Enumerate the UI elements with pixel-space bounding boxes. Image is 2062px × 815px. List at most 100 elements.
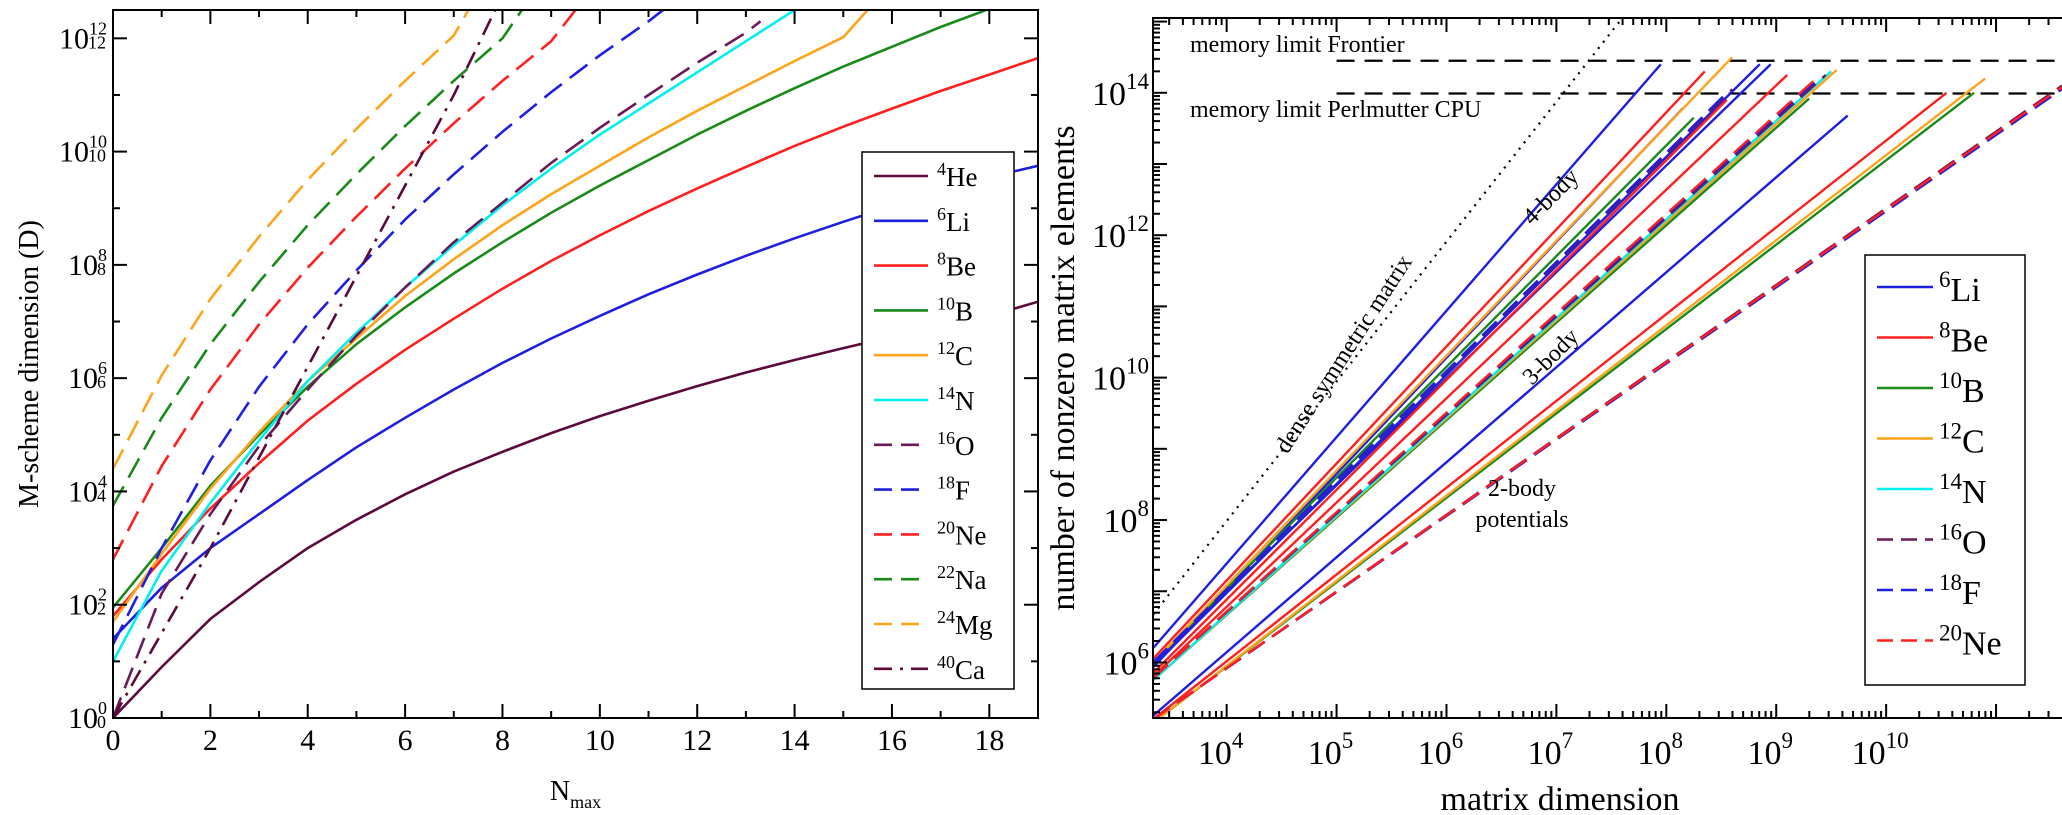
y-tick-label: 2 <box>97 599 106 619</box>
legend-label-n: 14N <box>937 383 975 416</box>
series-line-li <box>1153 114 1849 717</box>
x-tick-label: 107 <box>1528 728 1574 772</box>
x-tick-label: 106 <box>1418 728 1464 772</box>
series-line-li <box>1153 63 1662 650</box>
y-tick-label: 1010 <box>59 132 107 169</box>
series-line-ca <box>113 10 497 718</box>
y-tick-label: 10 <box>88 146 106 166</box>
x-axis-label: matrix dimension <box>1441 781 1680 815</box>
legend-box <box>1864 254 2026 686</box>
right-legend: 6Li 8Be 10B 12C 14N 16O 18F 20Ne <box>1864 254 2026 686</box>
y-tick-label: 12 <box>88 32 106 52</box>
legend-label-he: 4He <box>937 159 977 192</box>
legend-label-li: 6Li <box>1939 267 1981 309</box>
y-tick-label: 106 <box>68 358 107 395</box>
legend-label-c: 12C <box>937 338 973 371</box>
legend-label-o: 16O <box>1939 520 1987 562</box>
legend-label-f: 18F <box>1939 570 1981 612</box>
x-tick-label: 105 <box>1308 728 1354 772</box>
x-tick-label: 2 <box>203 724 218 757</box>
x-tick-label: 16 <box>877 724 907 757</box>
legend-label-b: 10B <box>937 293 973 326</box>
legend-label-c: 12C <box>1939 419 1985 461</box>
legend-label-ne: 20Ne <box>1939 621 2002 663</box>
series-line-mg <box>113 10 470 470</box>
legend-label-f: 18F <box>937 473 970 506</box>
legend-label-ca: 40Ca <box>937 652 985 685</box>
x-axis-label: Nmax <box>550 776 601 812</box>
left-legend: 4He 6Li 8Be 10B 12C 14N 16O 18F 20Ne 22Na 24Mg 40Ca <box>861 151 1015 690</box>
y-tick-label: 106 <box>1104 638 1150 682</box>
x-tick-label: 109 <box>1747 728 1793 772</box>
y-tick-label: 0 <box>97 712 106 732</box>
series-line-be <box>1153 74 1789 678</box>
legend-label-o: 16O <box>937 428 975 461</box>
y-tick-label: 108 <box>68 245 107 282</box>
series-line-be <box>1153 91 1948 718</box>
left-plot-frame <box>112 9 1039 719</box>
x-tick-label: 10 <box>585 724 615 757</box>
series-line-c <box>113 10 869 623</box>
y-tick-label: 108 <box>1104 496 1150 540</box>
x-tick-label: 1010 <box>1852 728 1909 772</box>
y-tick-label: 100 <box>68 698 107 735</box>
annotation-4-body: 4-body <box>1518 164 1584 230</box>
legend-label-ne: 20Ne <box>937 517 986 550</box>
left-chart: 0 2 4 6 8 10 12 14 16 180100210241046106810810101… <box>14 9 1039 812</box>
annotation-2-body: 2-body <box>1488 476 1556 502</box>
y-tick-label: 4 <box>97 485 106 505</box>
legend-label-n: 14N <box>1939 469 1987 511</box>
series-line-c <box>1157 77 1986 718</box>
y-tick-label: 1012 <box>59 18 107 55</box>
series-line-ne <box>1153 79 1816 680</box>
legend-label-be: 8Be <box>937 249 976 282</box>
y-tick-label: 6 <box>97 372 106 392</box>
y-tick-label: 1014 <box>1092 69 1150 113</box>
series-line-be <box>113 56 1038 617</box>
series-line-li <box>1153 63 1761 667</box>
series-line-na <box>113 10 523 507</box>
annotation-memory-frontier: memory limit Frontier <box>1190 32 1405 58</box>
x-tick-label: 12 <box>682 724 712 757</box>
dense-matrix-line <box>1153 18 1624 616</box>
y-tick-label: 102 <box>68 585 107 622</box>
y-tick-label: 1012 <box>1092 211 1149 255</box>
series-line-f <box>1153 91 1728 664</box>
x-tick-label: 0 <box>106 724 121 757</box>
series-line-be <box>1153 99 1728 674</box>
series-line-ne <box>1153 86 2062 718</box>
series-line-ne <box>113 10 577 561</box>
x-tick-label: 4 <box>300 724 315 757</box>
annotation-3-body: 3-body <box>1518 324 1584 390</box>
x-tick-label: 14 <box>780 724 810 757</box>
y-axis-label: M-scheme dimension (D) <box>14 220 45 508</box>
legend-label-mg: 24Mg <box>937 607 993 640</box>
series-line-c <box>1153 56 1734 664</box>
series-line-b <box>113 10 990 609</box>
annotation-potentials: potentials <box>1475 507 1568 533</box>
x-tick-label: 18 <box>974 724 1004 757</box>
right-chart: 104 105 106 107 108 109 1010 106 108 1010 1012 1014… <box>1045 17 2062 815</box>
x-tick-label: 8 <box>495 724 510 757</box>
left-series-group <box>113 10 1038 718</box>
series-line-b <box>1153 116 1695 664</box>
y-tick-label: 104 <box>68 471 107 508</box>
x-tick-label: 108 <box>1638 728 1684 772</box>
x-tick-label: 6 <box>398 724 413 757</box>
y-tick-label: 1010 <box>1092 354 1149 398</box>
legend-label-be: 8Be <box>1939 318 1988 360</box>
series-line-f <box>113 10 664 645</box>
y-tick-label: 8 <box>97 259 106 279</box>
legend-label-b: 10B <box>1939 368 1985 410</box>
series-line-o <box>113 20 762 718</box>
y-axis-label: number of nonzero matrix elements <box>1045 125 1082 610</box>
x-tick-label: 104 <box>1198 728 1244 772</box>
series-line-n <box>113 10 796 663</box>
annotation-memory-perlmutter: memory limit Perlmutter CPU <box>1190 97 1481 123</box>
legend-label-na: 22Na <box>937 562 986 595</box>
series-line-be <box>1153 70 1706 660</box>
legend-label-li: 6Li <box>937 204 970 237</box>
legend-box <box>861 151 1015 690</box>
right-series-group <box>1153 18 2062 718</box>
